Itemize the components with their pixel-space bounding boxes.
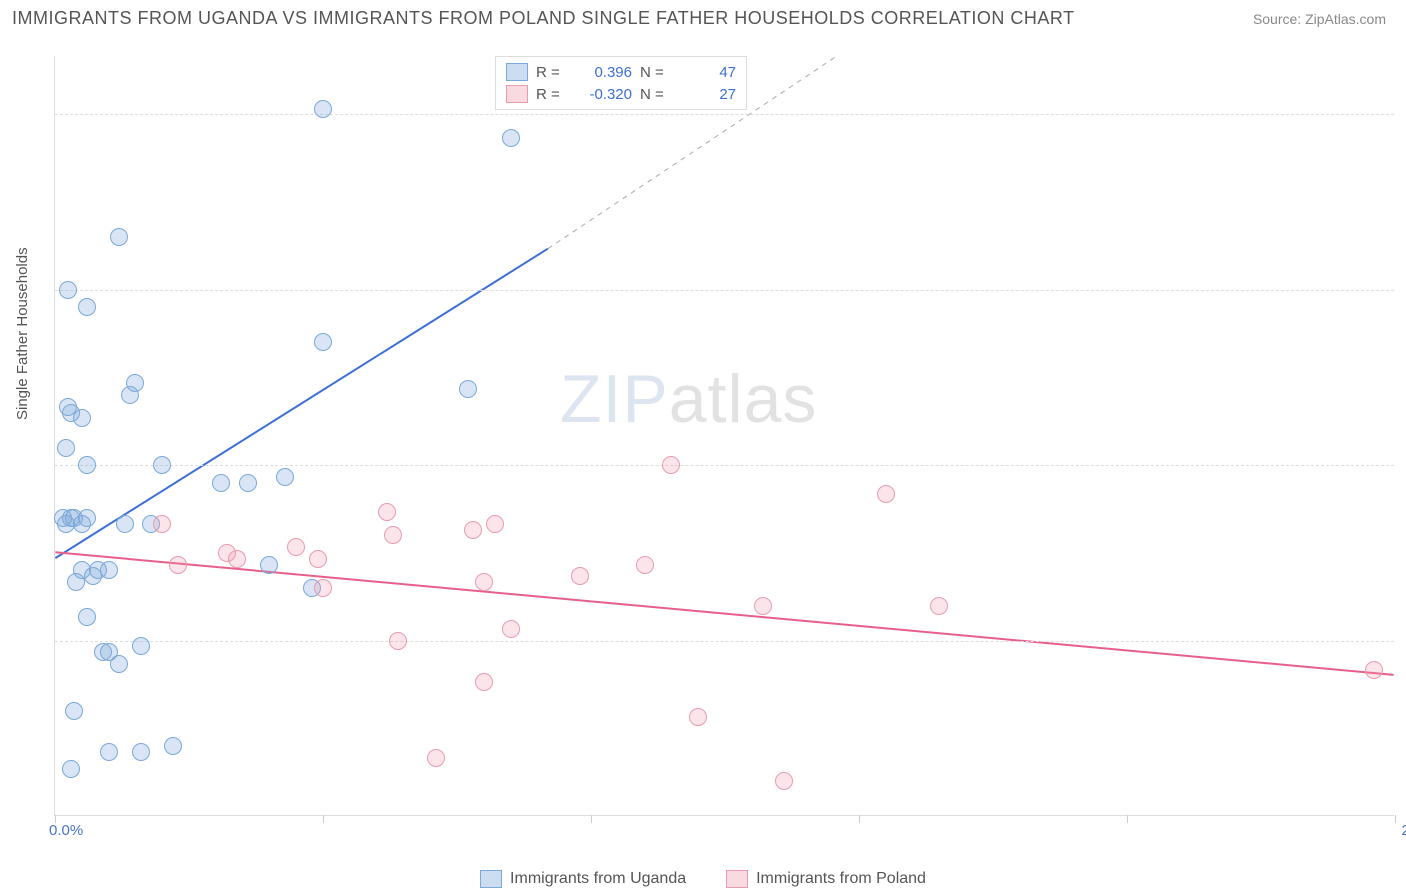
gridline-h — [55, 290, 1394, 291]
scatter-point — [260, 556, 278, 574]
scatter-point — [1365, 661, 1383, 679]
y-axis-label: Single Father Households — [14, 247, 31, 420]
scatter-point — [475, 673, 493, 691]
swatch-blue — [480, 870, 502, 888]
scatter-point — [62, 760, 80, 778]
scatter-point — [384, 526, 402, 544]
scatter-point — [116, 515, 134, 533]
scatter-point — [228, 550, 246, 568]
scatter-point — [126, 374, 144, 392]
scatter-point — [100, 561, 118, 579]
scatter-point — [662, 456, 680, 474]
scatter-point — [100, 743, 118, 761]
scatter-point — [486, 515, 504, 533]
trend-lines-svg — [55, 56, 1394, 815]
scatter-point — [78, 509, 96, 527]
scatter-point — [636, 556, 654, 574]
scatter-point — [57, 439, 75, 457]
scatter-point — [314, 333, 332, 351]
scatter-point — [502, 620, 520, 638]
legend-row: R = -0.320 N = 27 — [506, 83, 736, 105]
scatter-point — [389, 632, 407, 650]
x-tick-label: 25.0% — [1401, 822, 1406, 839]
trend-line — [55, 552, 1393, 675]
scatter-point — [164, 737, 182, 755]
scatter-plot-area: R = 0.396 N = 47 R = -0.320 N = 27 1.5%3… — [54, 56, 1394, 816]
scatter-point — [239, 474, 257, 492]
scatter-point — [78, 298, 96, 316]
gridline-h — [55, 641, 1394, 642]
scatter-point — [153, 456, 171, 474]
scatter-point — [427, 749, 445, 767]
correlation-legend: R = 0.396 N = 47 R = -0.320 N = 27 — [495, 56, 747, 110]
scatter-point — [169, 556, 187, 574]
scatter-point — [59, 281, 77, 299]
scatter-point — [287, 538, 305, 556]
scatter-point — [502, 129, 520, 147]
x-tick — [1395, 815, 1396, 823]
series-legend: Immigrants from Uganda Immigrants from P… — [0, 870, 1406, 888]
scatter-point — [153, 515, 171, 533]
scatter-point — [59, 398, 77, 416]
scatter-point — [378, 503, 396, 521]
scatter-point — [930, 597, 948, 615]
x-tick — [859, 815, 860, 823]
scatter-point — [754, 597, 772, 615]
scatter-point — [212, 474, 230, 492]
x-tick-label: 0.0% — [49, 822, 83, 839]
swatch-pink — [726, 870, 748, 888]
scatter-point — [132, 743, 150, 761]
scatter-point — [78, 456, 96, 474]
swatch-blue — [506, 63, 528, 81]
x-tick — [1127, 815, 1128, 823]
chart-header: IMMIGRANTS FROM UGANDA VS IMMIGRANTS FRO… — [0, 0, 1406, 33]
scatter-point — [571, 567, 589, 585]
scatter-point — [110, 228, 128, 246]
x-tick — [323, 815, 324, 823]
legend-label: Immigrants from Uganda — [510, 870, 686, 888]
legend-item: Immigrants from Uganda — [480, 870, 686, 888]
gridline-h — [55, 114, 1394, 115]
scatter-point — [475, 573, 493, 591]
x-tick — [591, 815, 592, 823]
scatter-point — [464, 521, 482, 539]
scatter-point — [314, 100, 332, 118]
scatter-point — [689, 708, 707, 726]
swatch-pink — [506, 85, 528, 103]
scatter-point — [309, 550, 327, 568]
scatter-point — [314, 579, 332, 597]
source-attribution: Source: ZipAtlas.com — [1253, 11, 1386, 27]
scatter-point — [775, 772, 793, 790]
scatter-point — [459, 380, 477, 398]
legend-item: Immigrants from Poland — [726, 870, 926, 888]
scatter-point — [132, 637, 150, 655]
scatter-point — [276, 468, 294, 486]
chart-title: IMMIGRANTS FROM UGANDA VS IMMIGRANTS FRO… — [12, 8, 1075, 29]
scatter-point — [877, 485, 895, 503]
scatter-point — [78, 608, 96, 626]
legend-row: R = 0.396 N = 47 — [506, 61, 736, 83]
gridline-h — [55, 465, 1394, 466]
scatter-point — [110, 655, 128, 673]
legend-label: Immigrants from Poland — [756, 870, 926, 888]
scatter-point — [65, 702, 83, 720]
